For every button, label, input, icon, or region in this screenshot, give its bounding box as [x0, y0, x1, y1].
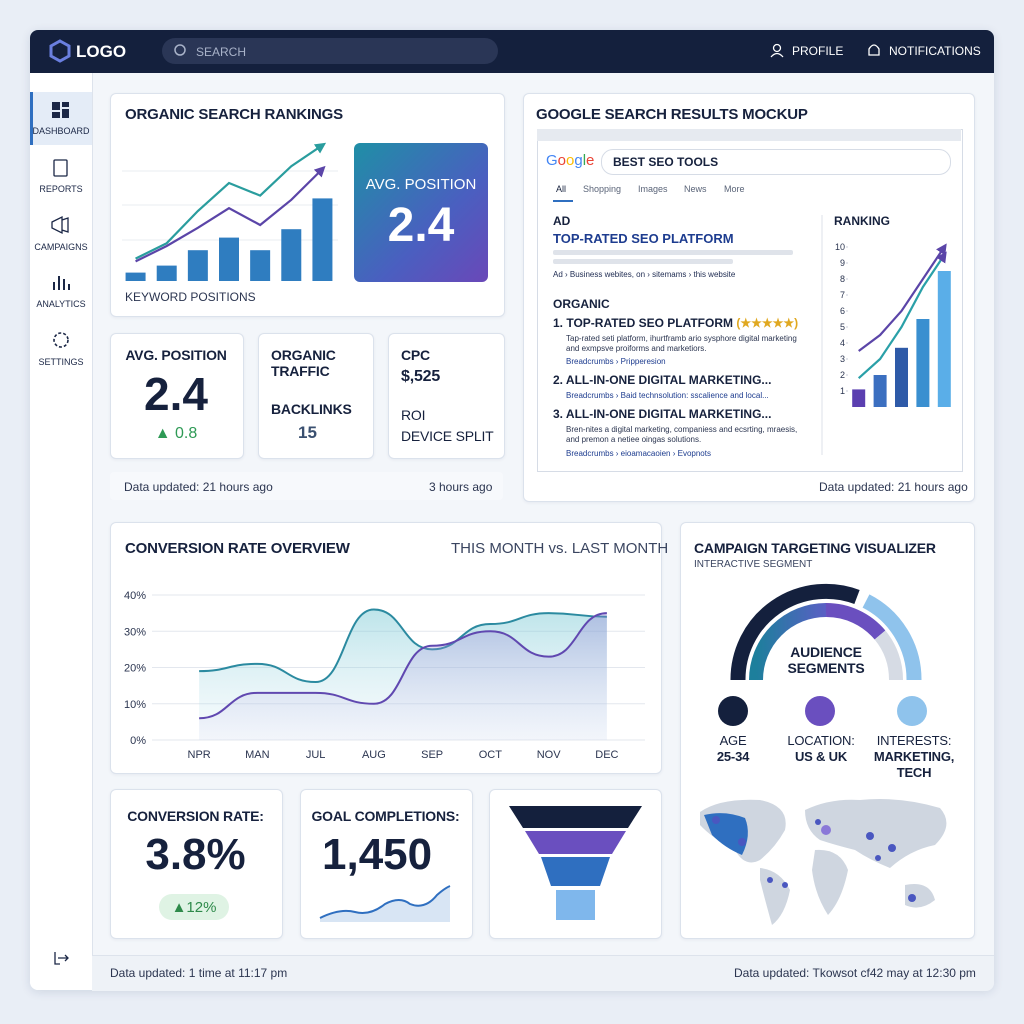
- nav-item[interactable]: ANALYTICS: [36, 299, 86, 309]
- result-title[interactable]: 2. ALL-IN-ONE DIGITAL MARKETING...: [553, 373, 772, 387]
- kpi-value: $,525: [401, 368, 441, 385]
- tile-value: 2.4: [387, 199, 455, 252]
- ad-url: Ad › Business webites, on › sitemams › t…: [553, 270, 736, 279]
- tab-underline: [553, 200, 573, 202]
- logo-letter: g: [574, 152, 583, 169]
- card-subtitle: THIS MONTH vs. LAST MONTH: [451, 540, 669, 557]
- kpi-card: [110, 333, 244, 459]
- change-pill: [159, 894, 229, 920]
- metric-label: CONVERSION RATE:: [127, 808, 264, 824]
- card-title: CONVERSION RATE OVERVIEW: [125, 540, 350, 557]
- result-snippet: Bren-nites a digital marketing, companie…: [566, 425, 798, 444]
- serp-query: BEST SEO TOOLS: [613, 155, 719, 169]
- segment-value: US & UK: [794, 749, 848, 764]
- segment-value: 25-34: [716, 749, 750, 764]
- metric-change: ▲12%: [171, 899, 217, 916]
- logo-letter: o: [557, 152, 567, 169]
- conversion-card: [110, 522, 662, 774]
- footer-bar: [92, 955, 994, 991]
- funnel-card: [489, 789, 662, 939]
- kpi-label: AVG. POSITION: [125, 347, 227, 363]
- tile-label: AVG. POSITION: [365, 176, 477, 193]
- gauge-center-label: AUDIENCE SEGMENTS: [787, 644, 865, 676]
- logo-letter: l: [582, 152, 587, 169]
- organic-label: ORGANIC: [553, 297, 610, 311]
- sidebar-active: [30, 92, 92, 145]
- metric-label: GOAL COMPLETIONS:: [311, 808, 460, 824]
- browser-bar: [537, 129, 961, 141]
- serp-tab[interactable]: News: [684, 184, 707, 194]
- footer-text: Data updated: 1 time at 11:17 pm: [110, 966, 288, 980]
- result-rating: (★★★★★): [736, 316, 799, 330]
- kpi-label: DEVICE SPLIT: [401, 428, 494, 444]
- metric-value: 1,450: [322, 830, 433, 879]
- placeholder-line: [553, 250, 793, 255]
- update-text: 3 hours ago: [429, 480, 493, 494]
- result-title[interactable]: 3. ALL-IN-ONE DIGITAL MARKETING...: [553, 407, 772, 421]
- nav-item[interactable]: DASHBOARD: [32, 126, 90, 136]
- segment-value: MARKETING, TECH: [873, 749, 955, 780]
- search-placeholder: SEARCH: [196, 45, 247, 59]
- kpi-change: ▲ 0.8: [154, 425, 198, 442]
- update-text: Data updated: 21 hours ago: [819, 480, 968, 494]
- kpi-label: ROI: [401, 407, 426, 423]
- serp-search-box[interactable]: [601, 149, 951, 175]
- footer-text: Data updated: Tkowsot cf42 may at 12:30 …: [734, 966, 976, 980]
- sidebar: [30, 73, 93, 990]
- ranking-title: RANKING: [834, 214, 890, 228]
- result-title-text: 1. TOP-RATED SEO PLATFORM: [553, 316, 734, 330]
- kpi-value: 15: [298, 423, 317, 442]
- profile-link[interactable]: PROFILE: [792, 44, 844, 58]
- segment-label: LOCATION:: [787, 733, 855, 748]
- update-bar: [110, 472, 503, 500]
- serp-tab[interactable]: Images: [638, 184, 668, 194]
- result-breadcrumb: Breadcrumbs › Baid technsolution: sscali…: [566, 391, 769, 400]
- result-title[interactable]: 1. TOP-RATED SEO PLATFORM (★★★★★): [553, 316, 798, 330]
- logo-letter: e: [586, 152, 595, 169]
- kpi-label: CPC: [401, 347, 430, 363]
- serp-tab[interactable]: All: [556, 184, 567, 194]
- update-text: Data updated: 21 hours ago: [124, 480, 273, 494]
- nav-item[interactable]: REPORTS: [39, 184, 83, 194]
- result-breadcrumb: Breadcrumbs › Pripperesion: [566, 357, 666, 366]
- result-snippet: Tap-rated seti platform, ihurtframb ario…: [566, 334, 797, 353]
- serp-tab[interactable]: Shopping: [583, 184, 622, 194]
- logo-letter: G: [546, 152, 558, 169]
- campaign-card: [680, 522, 975, 939]
- segment-label: AGE: [719, 733, 747, 748]
- kpi-label: BACKLINKS: [271, 401, 352, 417]
- card-title: CAMPAIGN TARGETING VISUALIZER: [694, 540, 936, 556]
- kpi-card: [258, 333, 374, 459]
- kpi-label: ORGANIC TRAFFIC: [271, 347, 336, 379]
- kpi-card: [388, 333, 505, 459]
- card-subtitle: INTERACTIVE SEGMENT: [694, 559, 813, 570]
- serp-tab[interactable]: More: [724, 184, 745, 194]
- google-logo: Google: [546, 152, 594, 169]
- nav-item[interactable]: CAMPAIGNS: [34, 242, 88, 252]
- search-box[interactable]: [162, 38, 498, 64]
- card-title: GOOGLE SEARCH RESULTS MOCKUP: [536, 106, 808, 123]
- segment-label: INTERESTS:: [876, 733, 952, 748]
- x-axis-label: KEYWORD POSITIONS: [125, 290, 256, 304]
- nav-item[interactable]: SETTINGS: [38, 357, 84, 367]
- logo-text: LOGO: [76, 42, 127, 61]
- placeholder-line: [553, 259, 733, 264]
- metric-value: 3.8%: [145, 830, 246, 879]
- kpi-value: 2.4: [144, 368, 208, 420]
- card-title: ORGANIC SEARCH RANKINGS: [125, 106, 343, 123]
- logo-letter: o: [566, 152, 575, 169]
- ad-title[interactable]: TOP-RATED SEO PLATFORM: [553, 231, 734, 246]
- result-breadcrumb: Breadcrumbs › eioamacaoien › Evopnots: [566, 449, 711, 458]
- ad-label: AD: [553, 214, 571, 228]
- avg-position-tile: [354, 143, 488, 282]
- notifications-link[interactable]: NOTIFICATIONS: [889, 44, 981, 58]
